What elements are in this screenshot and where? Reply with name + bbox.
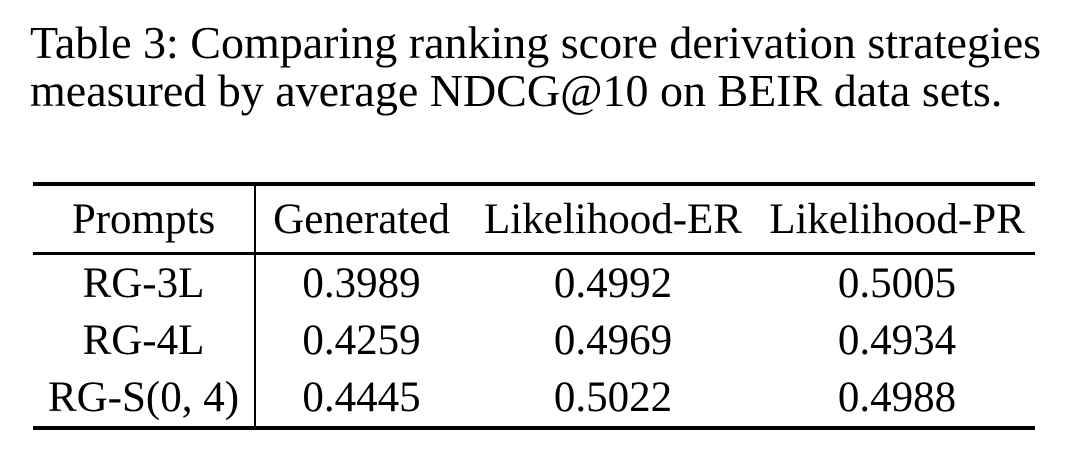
table-row: RG-3L 0.3989 0.4992 0.5005 <box>33 253 1035 312</box>
row-label: RG-S(0, 4) <box>33 369 256 428</box>
cell-value: 0.4988 <box>837 374 957 421</box>
header-cell-likelihood-er: Likelihood-ER <box>467 184 759 255</box>
row-label: RG-3L <box>33 253 256 312</box>
table-row: RG-4L 0.4259 0.4969 0.4934 <box>33 312 1035 369</box>
table-caption: Table 3: Comparing ranking score derivat… <box>30 19 1050 115</box>
cell-value: 0.4445 <box>302 374 421 421</box>
cell-value: 0.4259 <box>302 317 421 364</box>
cell-value: 0.4992 <box>553 260 673 307</box>
caption-line-2: measured by average NDCG@10 on BEIR data… <box>30 65 1003 116</box>
cell-value: 0.5005 <box>837 260 957 307</box>
table-header-row: Prompts Generated Likelihood-ER Likeliho… <box>33 184 1035 255</box>
cell-value: 0.4969 <box>553 317 673 364</box>
row-label: RG-4L <box>33 312 256 369</box>
cell-value: 0.3989 <box>302 260 421 307</box>
results-table: Prompts Generated Likelihood-ER Likeliho… <box>33 182 1035 430</box>
caption-line-1: Table 3: Comparing ranking score derivat… <box>30 17 1042 68</box>
header-cell-prompts: Prompts <box>33 184 256 255</box>
header-cell-generated: Generated <box>255 184 467 255</box>
header-cell-likelihood-pr: Likelihood-PR <box>759 184 1035 255</box>
cell-value: 0.4934 <box>837 317 957 364</box>
cell-value: 0.5022 <box>553 374 673 421</box>
table-row: RG-S(0, 4) 0.4445 0.5022 0.4988 <box>33 369 1035 428</box>
